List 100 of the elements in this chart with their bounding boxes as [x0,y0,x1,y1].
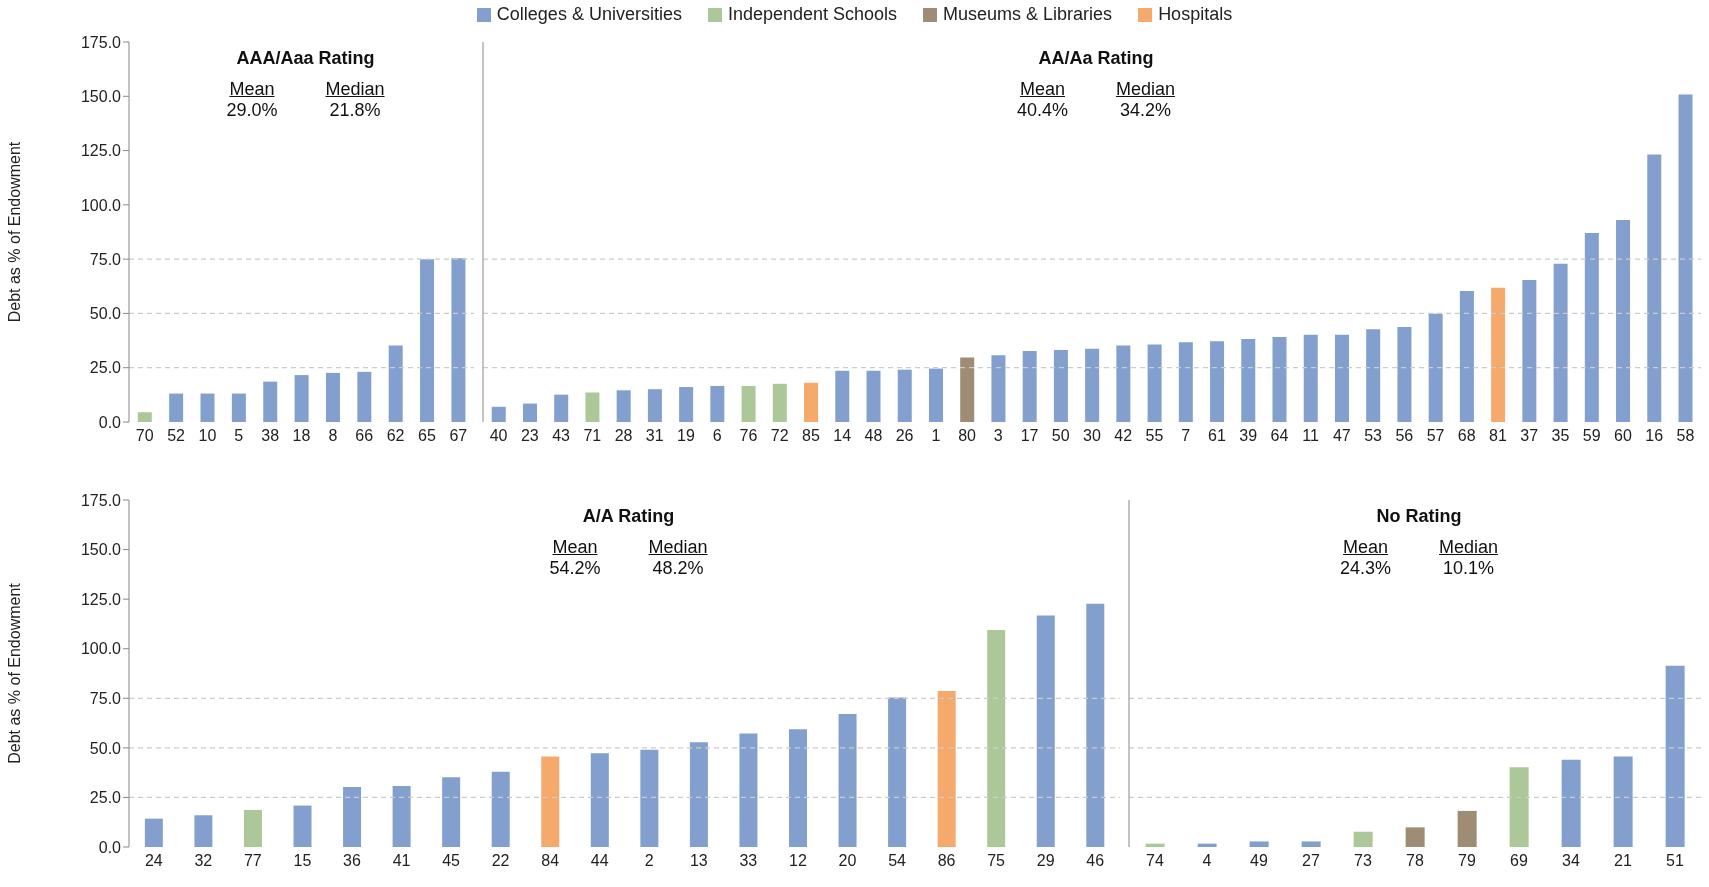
x-tick-label: 38 [261,427,280,445]
y-axis-title: Debt as % of Endowment [5,141,23,323]
legend-label: Museums & Libraries [943,4,1113,25]
annotation: Mean [1341,537,1389,558]
x-tick-label: 17 [1020,427,1039,445]
x-tick-label: 31 [645,427,664,445]
x-tick-label: 24 [144,852,163,870]
x-tick-label: 78 [1406,852,1424,870]
x-tick-label: 77 [243,852,262,870]
legend-label: Independent Schools [727,4,898,25]
x-tick-label: 86 [937,852,956,870]
x-tick-label: 73 [1354,852,1372,870]
y-tick-label: 25.0 [89,789,122,807]
x-tick-label: 14 [833,427,852,445]
x-tick-label: 20 [838,852,857,870]
x-tick-label: 37 [1520,427,1539,445]
x-tick-label: 7 [1181,427,1191,445]
annotation: 29.0% [226,100,278,121]
x-tick-label: 59 [1582,427,1601,445]
x-tick-label: 30 [1083,427,1101,445]
x-tick-label: 21 [1614,852,1632,870]
x-tick-label: 68 [1457,427,1476,445]
x-tick-label: 23 [520,427,539,445]
x-tick-label: 41 [392,852,411,870]
legend-label: Hospitals [1158,4,1233,25]
annotation: Mean [551,537,599,558]
x-tick-label: 33 [739,852,758,870]
y-tick-label: 125.0 [80,142,122,160]
y-tick-label: 0.0 [98,413,122,431]
x-tick-label: 81 [1489,427,1507,445]
x-tick-label: 72 [770,427,789,445]
annotation: 54.2% [549,558,601,579]
x-tick-label: 60 [1614,427,1632,445]
x-tick-label: 56 [1395,427,1414,445]
y-tick-label: 175.0 [80,491,122,509]
x-tick-label: 2 [644,852,654,870]
x-tick-label: 35 [1551,427,1570,445]
x-tick-label: 22 [491,852,510,870]
x-tick-label: 5 [234,427,244,445]
y-axis-title: Debt as % of Endowment [5,582,23,764]
y-tick-label: 75.0 [89,689,122,707]
x-tick-label: 51 [1666,852,1684,870]
chart-title: No Rating [1375,506,1463,527]
y-tick-label: 100.0 [80,640,122,658]
x-tick-label: 15 [293,852,312,870]
x-tick-label: 55 [1145,427,1164,445]
x-tick-label: 47 [1332,427,1351,445]
x-tick-label: 3 [993,427,1003,445]
annotation: 21.8% [328,100,382,121]
chart-title: AAA/Aaa Rating [235,48,376,69]
y-tick-label: 150.0 [80,87,122,105]
x-tick-label: 70 [135,427,154,445]
x-tick-label: 1 [931,427,941,445]
x-tick-label: 54 [888,852,907,870]
x-tick-label: 12 [789,852,807,870]
x-tick-label: 48 [864,427,883,445]
x-tick-label: 80 [958,427,977,445]
annotation: 40.4% [1016,100,1068,121]
x-tick-label: 69 [1510,852,1528,870]
x-tick-label: 13 [689,852,708,870]
x-tick-label: 61 [1208,427,1226,445]
x-tick-label: 75 [987,852,1006,870]
x-tick-label: 10 [198,427,217,445]
x-tick-label: 32 [194,852,213,870]
x-tick-label: 43 [552,427,571,445]
x-tick-label: 64 [1270,427,1289,445]
x-tick-label: 39 [1239,427,1258,445]
x-tick-label: 65 [418,427,436,445]
x-tick-label: 18 [292,427,311,445]
x-tick-label: 11 [1302,427,1320,445]
y-tick-label: 25.0 [89,359,122,377]
x-tick-label: 67 [449,427,468,445]
x-tick-label: 79 [1458,852,1476,870]
x-tick-label: 76 [739,427,758,445]
x-tick-label: 85 [802,427,820,445]
x-tick-label: 62 [386,427,405,445]
annotation: Median [1116,79,1176,100]
annotation: Median [1439,537,1499,558]
x-tick-label: 36 [343,852,361,870]
annotation: Median [648,537,708,558]
x-tick-label: 4 [1202,852,1212,870]
x-tick-label: 66 [355,427,374,445]
y-tick-label: 75.0 [89,250,122,268]
y-tick-label: 50.0 [89,305,122,323]
x-tick-label: 6 [712,427,722,445]
chart-title: AA/Aa Rating [1037,48,1155,69]
x-tick-label: 52 [167,427,186,445]
annotation: 10.1% [1442,558,1496,579]
x-tick-label: 40 [489,427,508,445]
x-tick-label: 45 [442,852,461,870]
x-tick-label: 44 [590,852,609,870]
x-tick-label: 46 [1086,852,1105,870]
legend-label: Colleges & Universities [496,4,682,25]
x-tick-label: 19 [677,427,695,445]
annotation: Median [325,79,385,100]
y-tick-label: 0.0 [98,838,122,856]
x-tick-label: 57 [1426,427,1445,445]
x-tick-label: 16 [1645,427,1664,445]
x-tick-label: 8 [328,427,338,445]
annotation: Mean [1018,79,1066,100]
